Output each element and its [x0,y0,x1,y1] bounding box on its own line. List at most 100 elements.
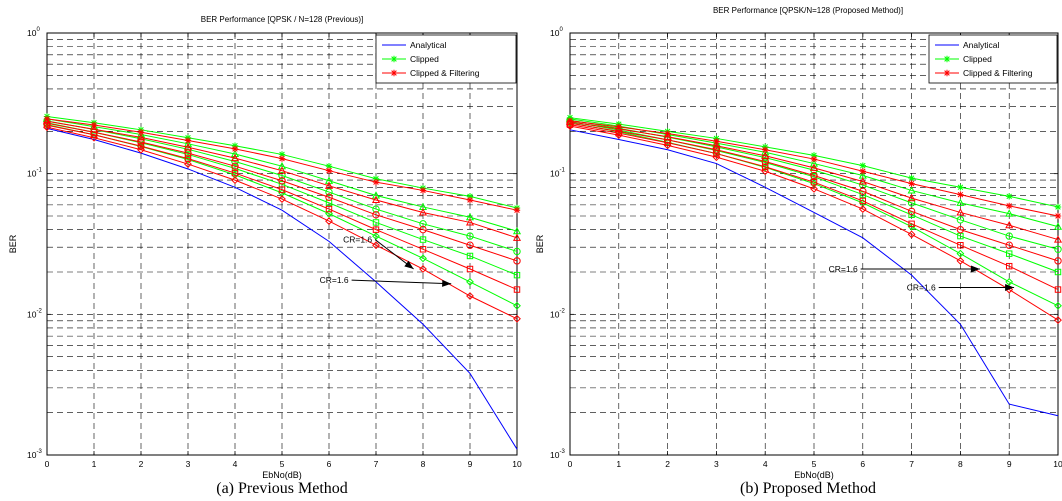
data-point [908,211,915,219]
data-point [1054,203,1062,211]
data-point [419,254,427,263]
data-point [466,292,474,300]
y-tick-label: 10-1 [27,168,42,179]
series-line-8 [569,122,1059,262]
data-point [761,157,769,166]
data-point [230,149,240,158]
data-point [372,226,380,233]
data-point [466,196,474,204]
y-tick-base: 10 [27,169,37,179]
data-point [466,193,474,200]
data-point [859,187,867,195]
data-point [230,153,240,162]
data-point [419,220,427,228]
data-point [465,218,475,226]
data-point [810,178,818,186]
series-line-5 [569,122,1059,307]
data-point [371,191,381,199]
x-tick-label: 3 [714,459,719,469]
data-point [810,152,818,159]
series-line-3 [46,120,518,252]
data-point [907,193,916,202]
data-point [858,205,867,213]
data-point [372,205,380,213]
y-tick-base: 10 [550,309,560,319]
data-point [513,286,521,293]
y-tick-label: 100 [27,27,40,38]
data-point [1054,316,1062,325]
data-point [90,133,98,142]
series-line-10 [46,126,518,320]
data-point [372,241,380,250]
data-point [466,241,474,249]
legend-marker [390,69,398,77]
data-point [907,207,916,216]
annotation-label: CR=1.6 [907,283,936,293]
data-point [418,208,428,216]
data-point [956,198,965,206]
y-tick-base: 10 [27,450,37,460]
data-point [1005,209,1014,217]
annotation-arrow-head [1005,284,1015,292]
data-point [566,121,574,128]
data-point [907,222,916,231]
data-point [372,211,380,219]
y-tick-label: 100 [550,27,563,38]
series-line-9 [569,124,1059,291]
data-point [907,199,916,207]
legend-label: Clipped & Filtering [410,68,480,78]
x-tick-label: 4 [233,459,238,469]
data-point [1054,268,1062,276]
data-point [513,247,521,256]
series-line-7 [46,120,518,239]
data-point [372,232,380,240]
legend-label: Clipped [410,54,439,64]
data-point [957,191,964,198]
data-point [1005,262,1013,270]
data-point [90,121,98,129]
y-tick-base: 10 [550,450,560,460]
data-point [1005,220,1014,229]
data-point [663,141,672,150]
legend-marker [390,55,398,63]
x-tick-label: 5 [812,459,817,469]
y-tick-exponent: 0 [36,27,40,33]
data-point [956,249,965,258]
y-tick-label: 10-3 [550,449,565,460]
annotation-label: CR=1.6 [343,235,372,245]
data-point [1053,235,1062,243]
data-point [956,256,965,265]
data-point [231,169,239,177]
data-point [419,187,427,194]
series-line-9 [46,124,518,291]
data-point [231,162,239,170]
data-point [907,230,916,239]
x-tick-label: 0 [568,459,573,469]
data-point [712,141,721,149]
series-line-8 [46,122,518,262]
data-point [325,188,333,196]
data-point [325,209,333,218]
y-tick-label: 10-3 [27,449,42,460]
series-line-0 [46,127,518,450]
data-point [513,301,521,310]
x-tick-label: 0 [45,459,50,469]
chart-panel-1: 0 1 2 3 4 5 6 7 8 9 1010010-110-210-3CR=1.6CR=1.6A… [535,6,1062,497]
x-tick-label: 9 [1007,459,1012,469]
data-point [466,232,474,240]
data-point [761,163,769,170]
data-point [1054,257,1062,265]
x-tick-label: 6 [860,459,865,469]
x-axis-label: EbNo(dB) [794,470,834,480]
annotation-arrow-line [351,279,452,285]
data-point [712,153,721,162]
y-axis-label: BER [535,234,545,253]
legend-marker [943,55,951,63]
legend-label: Clipped & Filtering [963,68,1033,78]
y-tick-exponent: -2 [559,308,565,314]
data-point [1053,222,1062,230]
data-point [907,186,916,194]
data-point [513,314,521,323]
data-point [810,171,818,180]
data-point [324,181,334,189]
